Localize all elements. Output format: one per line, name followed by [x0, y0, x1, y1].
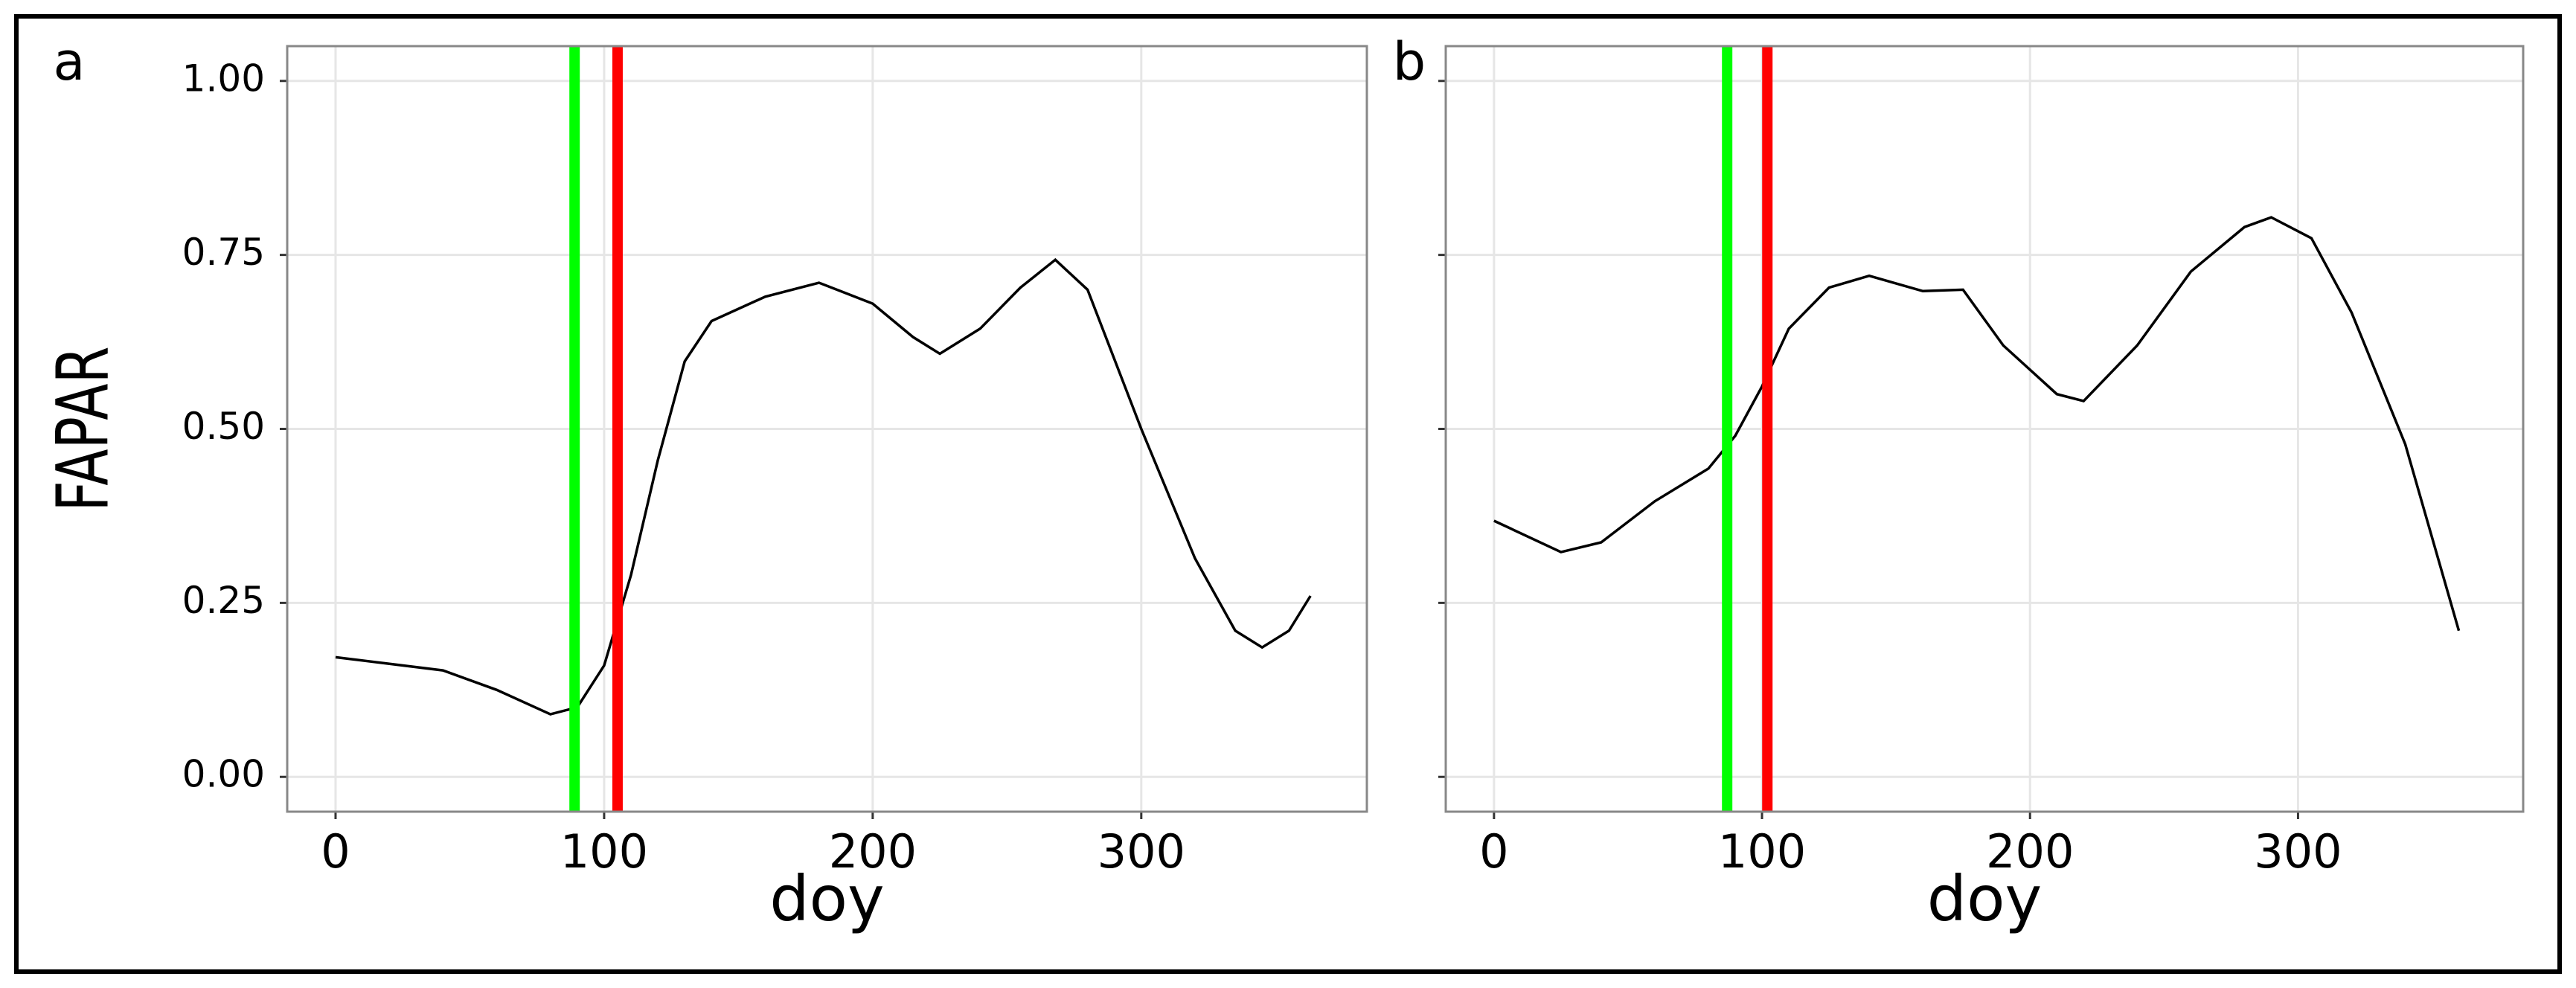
x-tick-label: 300 — [2254, 824, 2342, 879]
y-tick-label: 1.00 — [182, 57, 265, 100]
y-axis-label: FAPAR — [42, 346, 125, 511]
panel-label: b — [1393, 31, 1426, 92]
x-axis-label: doy — [769, 862, 884, 935]
y-tick-label: 0.75 — [182, 231, 265, 274]
x-tick-label: 0 — [1479, 824, 1508, 879]
x-tick-label: 200 — [829, 824, 917, 879]
data-line — [1493, 216, 2461, 632]
x-tick-label: 300 — [1098, 824, 1185, 879]
x-axis-label: doy — [1927, 862, 2042, 935]
plot-border — [286, 45, 1368, 813]
x-tick-label: 200 — [1986, 824, 2074, 879]
figure-border — [14, 14, 2562, 974]
plot-border — [1444, 45, 2525, 813]
x-tick-label: 100 — [1718, 824, 1806, 879]
panel-label: a — [54, 31, 86, 92]
y-tick-label: 0.00 — [182, 753, 265, 796]
x-tick-label: 0 — [321, 824, 350, 879]
y-tick-label: 0.50 — [182, 405, 265, 448]
x-tick-label: 100 — [560, 824, 648, 879]
y-tick-label: 0.25 — [182, 579, 265, 622]
